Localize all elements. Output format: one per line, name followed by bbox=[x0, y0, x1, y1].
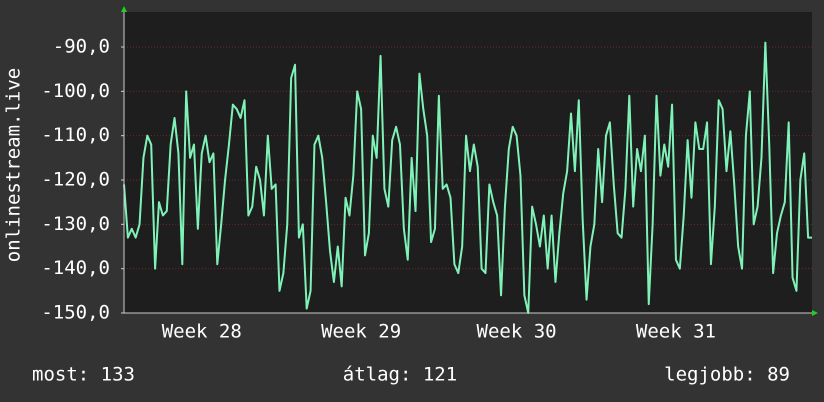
y-tick-label: -100,0 bbox=[41, 80, 110, 102]
x-tick-label: Week 30 bbox=[477, 321, 557, 343]
y-tick-label: -110,0 bbox=[41, 124, 110, 146]
footer-current: most: 133 bbox=[32, 364, 135, 386]
y-axis-label: onlinestream.live bbox=[3, 68, 25, 262]
y-axis-arrow bbox=[121, 6, 127, 12]
y-tick-label: -130,0 bbox=[41, 213, 110, 235]
y-tick-label: -120,0 bbox=[41, 169, 110, 191]
x-tick-label: Week 29 bbox=[321, 321, 401, 343]
footer-average: átlag: 121 bbox=[343, 364, 457, 386]
x-tick-label: Week 31 bbox=[636, 321, 716, 343]
y-tick-label: -90,0 bbox=[53, 36, 110, 58]
data-line bbox=[123, 41, 812, 314]
marks bbox=[123, 41, 812, 314]
x-tick-label: Week 28 bbox=[162, 321, 242, 343]
x-axis-arrow bbox=[812, 310, 818, 316]
y-tick-label: -140,0 bbox=[41, 257, 110, 279]
y-tick-label: -150,0 bbox=[41, 302, 110, 324]
footer-best: legjobb: 89 bbox=[664, 364, 790, 386]
